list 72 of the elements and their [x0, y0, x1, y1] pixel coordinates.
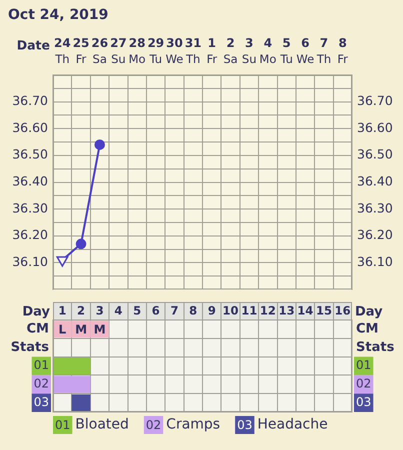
- category-label: 4 Mo: [259, 36, 276, 66]
- y2-tick-label: 36.20: [357, 227, 393, 242]
- category-label: 6 We: [296, 36, 314, 66]
- x-tick-label: 16: [334, 304, 351, 318]
- point: [56, 256, 68, 267]
- x-tick-label: 6: [152, 304, 160, 318]
- y-tick-label: CM: [26, 322, 49, 337]
- x-axis-title: Date: [16, 37, 50, 52]
- x-tick-label: 1: [58, 304, 66, 318]
- x-tick-label: 13: [278, 304, 295, 318]
- legend-label: Cramps: [166, 416, 220, 433]
- x-tick-label: 8: [189, 304, 198, 318]
- y-tick-label: 36.70: [12, 93, 48, 108]
- y2-tick-label: 03: [356, 394, 372, 409]
- x-tick-label: 3: [96, 304, 104, 318]
- y-tick-label: 02: [34, 376, 49, 391]
- y2-tick-label: 36.40: [357, 174, 393, 188]
- x-tick-label: 5: [133, 304, 142, 318]
- x-tick-label: 15: [316, 304, 332, 318]
- y-tick-label: 36.50: [12, 146, 48, 162]
- data-label: M: [94, 322, 106, 336]
- category-label: 28 Mo: [128, 36, 146, 66]
- y-tick-label: 36.40: [12, 174, 48, 188]
- x-tick-label: 4: [114, 304, 122, 318]
- y2-tick-label: CM: [356, 322, 378, 337]
- y-tick-label: 36.20: [12, 227, 48, 242]
- y-tick-label: 03: [34, 394, 49, 409]
- y2-tick-label: 02: [356, 376, 372, 391]
- data-label: M: [75, 322, 88, 336]
- y2-tick-label: 01: [356, 358, 372, 372]
- category-label: 03: [237, 418, 252, 432]
- x-tick-label: 11: [241, 304, 258, 318]
- y2-tick-label: 36.10: [357, 254, 393, 269]
- y-tick-label: Stats: [10, 340, 50, 355]
- category-label: 8 Fr: [337, 36, 348, 66]
- y-tick-label: 36.60: [12, 120, 48, 135]
- category-label: 27 Su: [110, 36, 127, 66]
- category-label: 31 Th: [184, 36, 202, 66]
- y2-tick-label: 36.70: [357, 93, 393, 108]
- y-tick-label: 01: [34, 358, 49, 372]
- x-tick-label: 2: [77, 304, 86, 318]
- data-label: L: [58, 322, 67, 336]
- x-tick-label: 7: [170, 304, 178, 318]
- y-tick-label: 36.10: [12, 254, 48, 269]
- y2-tick-label: 36.50: [357, 146, 393, 162]
- y2-tick-label: 36.30: [357, 200, 393, 216]
- category-label: 26 Sa: [91, 36, 108, 66]
- category-label: 02: [146, 418, 162, 432]
- x-tick-label: 9: [208, 304, 216, 318]
- category-label: 01: [55, 418, 70, 432]
- category-label: 29 Tu: [147, 36, 164, 66]
- legend-label: Headache: [257, 416, 328, 433]
- text: Day: [355, 304, 383, 320]
- category-label: 5 Tu: [280, 36, 293, 66]
- category-label: 25 Fr: [72, 36, 90, 66]
- x-tick-label: 10: [222, 304, 239, 318]
- x-axis-title: Day: [22, 304, 51, 320]
- point: [94, 139, 105, 150]
- category-label: 24 Th: [54, 36, 71, 66]
- category-label: 1 Fr: [206, 36, 218, 66]
- category-label: 30 We: [166, 36, 184, 66]
- x-tick-label: 12: [260, 304, 276, 318]
- category-label: 7 Th: [316, 36, 332, 66]
- point: [76, 238, 86, 250]
- y2-tick-label: 36.60: [357, 120, 393, 135]
- chart-title: Oct 24, 2019: [8, 6, 108, 24]
- y-tick-label: 36.30: [12, 200, 48, 216]
- category-label: 2 Sa: [223, 36, 238, 66]
- y2-tick-label: Stats: [356, 340, 395, 355]
- legend-label: Bloated: [75, 416, 129, 433]
- x-tick-label: 14: [297, 304, 314, 318]
- category-label: 3 Su: [242, 36, 257, 66]
